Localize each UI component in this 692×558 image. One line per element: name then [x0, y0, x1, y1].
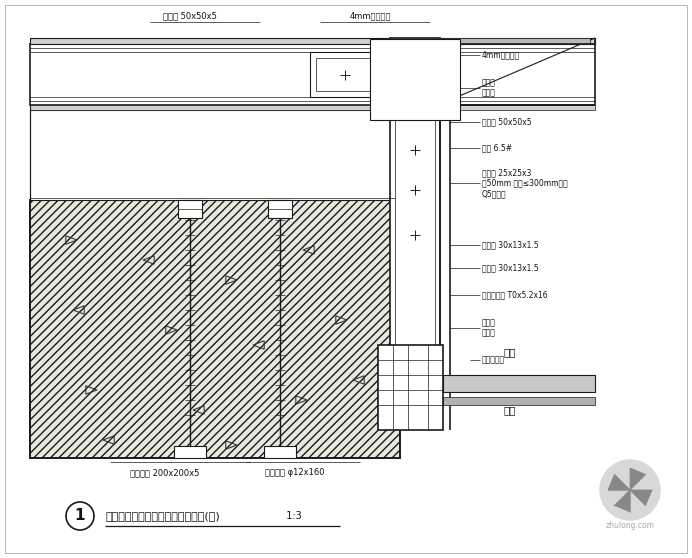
Text: zhulong.com: zhulong.com	[606, 521, 655, 530]
Bar	[310, 52, 410, 97]
Bar	[268, 200, 292, 218]
Text: 角钢墙 25x25x3
长50mm 间距≤300mm密置
Q5角钢墙: 角钢墙 25x25x3 长50mm 间距≤300mm密置 Q5角钢墙	[482, 168, 567, 198]
Polygon shape	[614, 490, 630, 512]
Bar	[30, 110, 400, 200]
Bar	[178, 200, 202, 218]
Text: 室内: 室内	[504, 405, 516, 415]
Text: 4mm单铝复板: 4mm单铝复板	[349, 11, 391, 20]
Text: 后置锚件 200x200x5: 后置锚件 200x200x5	[130, 468, 200, 477]
Bar	[174, 446, 206, 458]
Bar	[443, 375, 595, 392]
Bar	[390, 38, 440, 400]
Text: 方钢管 30x13x1.5: 方钢管 30x13x1.5	[482, 240, 538, 249]
Polygon shape	[630, 490, 652, 506]
Circle shape	[600, 460, 660, 520]
Text: 4mm单铝复板: 4mm单铝复板	[482, 51, 520, 60]
Text: 铝塑复合管: 铝塑复合管	[482, 355, 505, 364]
Text: 1: 1	[75, 508, 85, 523]
Text: 防锈漆
磁末漆: 防锈漆 磁末漆	[482, 78, 496, 98]
Text: 1:3: 1:3	[280, 511, 302, 521]
Bar	[30, 105, 595, 110]
Bar	[316, 58, 404, 91]
Bar	[390, 38, 590, 43]
Text: 方钢管 30x13x1.5: 方钢管 30x13x1.5	[482, 263, 538, 272]
Bar	[30, 38, 595, 44]
Polygon shape	[630, 468, 646, 490]
Bar	[30, 200, 400, 458]
Polygon shape	[608, 474, 630, 490]
Text: 方钢管 50x50x5: 方钢管 50x50x5	[482, 118, 531, 127]
Bar	[370, 39, 460, 120]
Bar	[30, 200, 400, 458]
Bar	[378, 345, 443, 430]
Text: 防锈漆
磁末漆: 防锈漆 磁末漆	[482, 318, 496, 338]
Text: 方钢管 50x50x5: 方钢管 50x50x5	[163, 11, 217, 20]
Bar	[443, 397, 595, 405]
Text: 嵌缝 6.5#: 嵌缝 6.5#	[482, 143, 512, 152]
Bar	[395, 38, 435, 400]
Text: 首钢首友钢 T0x5.2x16: 首钢首友钢 T0x5.2x16	[482, 291, 547, 300]
Text: 化学锚栓 φ12x160: 化学锚栓 φ12x160	[265, 468, 325, 477]
Text: 室外: 室外	[504, 347, 516, 357]
Bar	[30, 44, 595, 105]
Bar	[264, 446, 296, 458]
Text: 隔热断桥窗与铝塑板连接节点详图(一): 隔热断桥窗与铝塑板连接节点详图(一)	[105, 511, 220, 521]
